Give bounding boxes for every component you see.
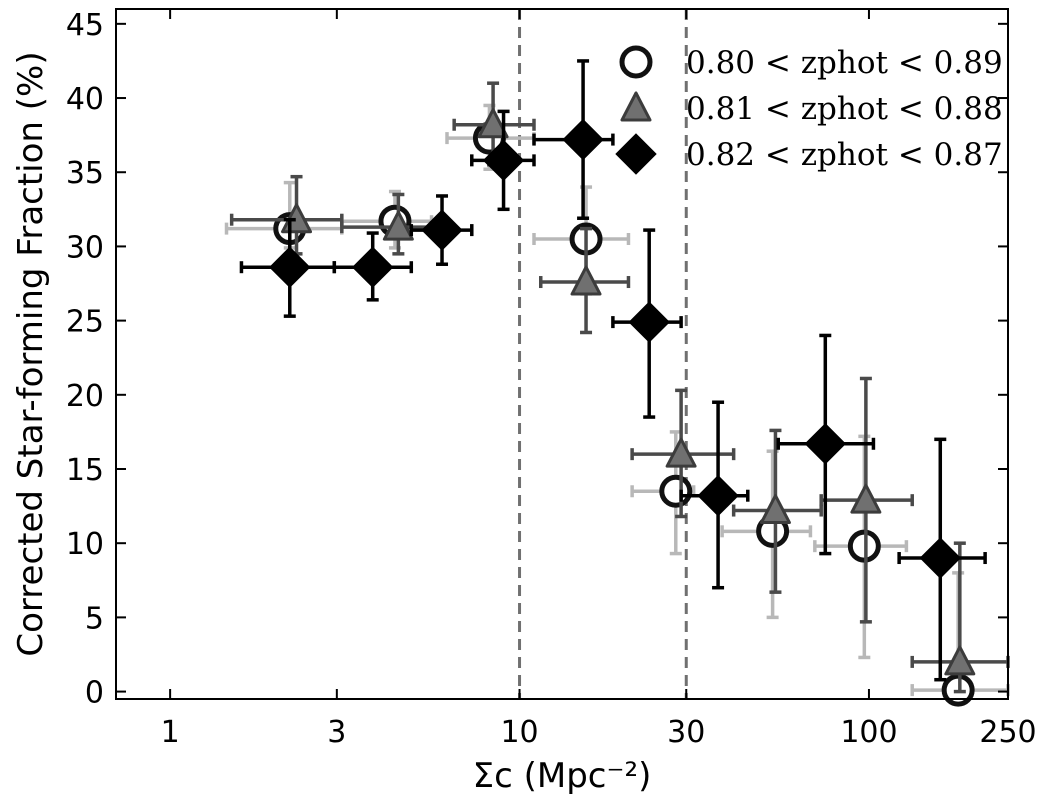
data-point-triangle: [382, 210, 414, 241]
axis-ticks: 1 3 10 30 100 250 0 5 10 15 20 25 30 35 40 45: [66, 8, 1037, 750]
x-axis-label: Σc (Mpc⁻²): [473, 756, 652, 796]
data-point-triangle: [665, 437, 697, 468]
legend-label: 0.81 < zphot < 0.88: [686, 91, 1003, 127]
data-point-triangle: [944, 645, 976, 676]
data-point-triangle: [850, 483, 882, 514]
y-tick-label: 40: [66, 82, 104, 117]
data-point-diamond: [482, 139, 525, 182]
legend-label: 0.80 < zphot < 0.89: [686, 45, 1003, 81]
y-tick-label: 25: [66, 305, 104, 340]
data-point-diamond: [352, 246, 394, 288]
legend-label: 0.82 < zphot < 0.87: [686, 137, 1003, 173]
y-tick-label: 45: [66, 8, 104, 43]
data-point-diamond: [562, 118, 604, 161]
x-tick-label: 10: [500, 715, 538, 750]
legend-marker-circle: [619, 45, 653, 79]
data-point-diamond: [804, 423, 847, 465]
series-diamond: [239, 59, 987, 682]
data-point-diamond: [269, 246, 311, 288]
y-axis-label: Corrected Star-forming Fraction (%): [11, 51, 51, 656]
x-tick-label: 1: [161, 715, 180, 750]
data-point-diamond: [628, 301, 670, 343]
data-point-triangle: [570, 265, 602, 296]
y-tick-label: 5: [85, 601, 104, 636]
y-tick-label: 15: [66, 453, 104, 488]
y-tick-label: 35: [66, 156, 104, 191]
y-tick-label: 0: [85, 676, 104, 711]
plot-frame: [115, 8, 1009, 700]
data-point-diamond: [421, 209, 463, 251]
x-tick-label: 100: [840, 715, 897, 750]
legend-marker-triangle: [620, 91, 652, 122]
legend: 0.80 < zphot < 0.89 0.81 < zphot < 0.88 0.…: [615, 45, 1003, 175]
data-point-diamond: [697, 475, 739, 517]
y-tick-label: 20: [66, 379, 104, 414]
x-tick-label: 30: [667, 715, 705, 750]
x-tick-label: 3: [327, 715, 346, 750]
data-point-diamond: [919, 537, 961, 579]
y-tick-label: 10: [66, 527, 104, 562]
data-point-triangle: [759, 494, 791, 525]
data-series: [224, 59, 1010, 707]
y-tick-label: 30: [66, 230, 104, 265]
legend-marker-diamond: [615, 133, 657, 175]
data-point-triangle: [477, 108, 509, 139]
x-tick-label: 250: [979, 715, 1036, 750]
data-point-circle: [659, 474, 693, 508]
